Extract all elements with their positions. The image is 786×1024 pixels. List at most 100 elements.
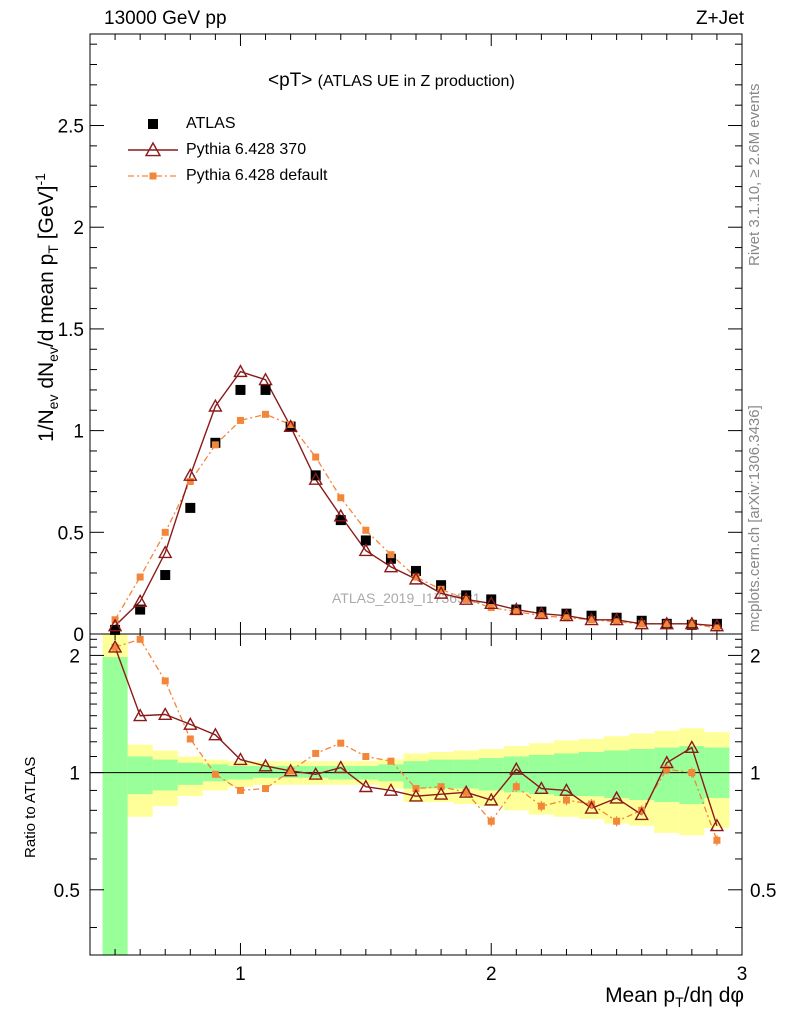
ratio-point-pythia-default [236,786,244,794]
data-point-pythia-default [387,551,395,559]
ratio-point-pythia-370 [534,781,549,795]
legend-marker-pythia-370 [144,141,162,157]
ratio-y-tick-label-right: 1 [750,764,761,785]
ratio-point-pythia-370 [433,786,449,800]
data-point-pythia-default [512,608,520,616]
ratio-point-pythia-default [588,800,596,808]
legend-label-pythia-370: Pythia 6.428 370 [186,141,307,158]
ratio-point-pythia-370 [158,707,173,721]
data-point-pythia-default [462,595,470,603]
legend-label-atlas: ATLAS [186,115,236,132]
data-point-atlas [260,384,271,395]
xlabel-part-1: Mean p [605,984,676,1007]
data-point-pythia-default [713,624,721,632]
ratio-point-pythia-default [638,806,646,814]
ratio-point-pythia-default [312,749,320,757]
ratio-band-green [553,753,579,797]
data-point-atlas [561,608,572,619]
ratio-point-pythia-370 [383,782,399,796]
chart-subtitle: (ATLAS UE in Z production) [317,73,515,90]
xlabel-sub: T [675,994,684,1011]
ratio-point-pythia-default [186,735,194,743]
data-point-pythia-default [161,528,169,536]
data-point-pythia-370 [684,616,700,630]
ratio-point-pythia-default [487,817,495,825]
ratio-y-tick-label: 1 [69,764,80,785]
data-point-pythia-default [688,620,696,628]
header-left: 13000 GeV pp [104,8,227,29]
ratio-point-pythia-default [512,783,520,791]
data-point-pythia-370 [383,559,399,573]
data-point-atlas [310,470,321,481]
ratio-point-pythia-370 [609,790,624,804]
ratio-band-green [478,758,504,791]
data-point-pythia-370 [233,364,248,378]
data-point-pythia-default [663,620,671,628]
data-point-atlas [385,553,396,564]
data-point-pythia-default [487,604,495,612]
data-point-pythia-default [211,441,219,449]
data-point-pythia-default [588,616,596,624]
ratio-point-pythia-370 [308,766,323,780]
data-point-atlas [135,604,146,615]
data-point-pythia-370 [158,545,173,559]
ratio-point-pythia-default [713,836,721,844]
data-point-atlas [110,624,121,635]
main-frame [89,33,743,635]
ratio-plot-marks [107,635,725,846]
data-point-pythia-default [437,585,445,593]
data-point-pythia-default [186,477,194,485]
ratio-point-pythia-370 [684,740,700,754]
data-point-atlas [185,502,196,513]
ratio-y-tick-label-right: 0.5 [750,881,776,902]
ratio-point-pythia-370 [258,758,273,772]
ratio-point-pythia-370 [233,752,248,766]
data-point-pythia-default [613,618,621,626]
ratio-point-pythia-370 [283,763,298,777]
ratio-point-pythia-370 [484,792,499,806]
main-y-tick-label: 1.5 [58,320,84,341]
ratio-point-pythia-default [613,817,621,825]
data-point-pythia-370 [584,612,599,626]
main-y-tick-label: 2 [73,218,84,239]
data-point-pythia-370 [283,419,298,433]
ratio-point-pythia-default [362,752,370,760]
ratio-point-pythia-370 [183,716,198,730]
main-y-tick-label: 0 [73,625,84,646]
ratio-point-pythia-370 [584,800,599,814]
ratio-point-pythia-default [387,757,395,765]
data-point-atlas [235,384,246,395]
data-point-pythia-default [262,410,270,418]
data-point-pythia-370 [458,591,474,605]
ratio-band-green [127,756,153,795]
data-point-pythia-370 [534,606,549,620]
ratio-point-pythia-default [287,767,295,775]
data-point-pythia-default [136,573,144,581]
ratio-point-pythia-370 [107,639,123,653]
data-point-atlas [586,610,597,621]
data-point-pythia-default [312,453,320,461]
series-line-pythia-default [114,413,718,629]
data-point-atlas [411,565,421,576]
ratio-point-pythia-370 [634,807,649,821]
ratio-point-pythia-370 [659,755,674,769]
data-point-pythia-370 [509,602,524,616]
data-point-pythia-default [287,421,295,429]
main-plot-marks [107,364,725,635]
data-point-pythia-370 [208,398,223,412]
data-point-pythia-default [412,573,420,581]
data-point-pythia-370 [634,616,649,630]
x-tick-label: 2 [486,964,497,985]
main-y-tick-label: 2.5 [58,117,84,138]
x-tick-label: 3 [737,964,748,985]
ratio-band-green [152,759,178,791]
data-point-pythia-370 [333,508,348,522]
data-point-pythia-370 [709,618,725,632]
ratio-band-green [579,751,605,797]
data-point-atlas [486,594,497,605]
data-point-pythia-370 [308,471,323,485]
ratio-line-pythia-370 [114,646,718,827]
data-point-pythia-370 [258,372,273,386]
data-point-pythia-default [236,416,244,424]
